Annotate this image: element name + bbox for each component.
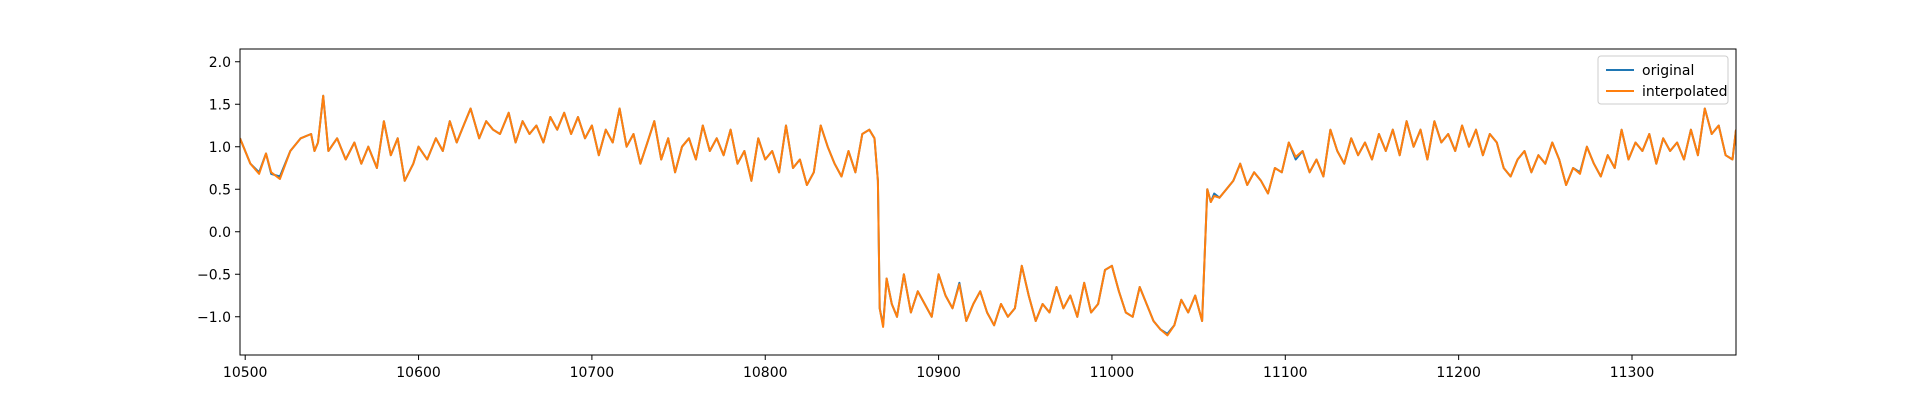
- y-tick-label: 0.5: [209, 182, 231, 198]
- x-axis: 10500 10600 10700 10800 10900 11000 11100 11200…: [223, 355, 1654, 381]
- y-tick-label: 0.0: [209, 225, 231, 241]
- x-tick-label: 11300: [1610, 365, 1655, 381]
- y-tick-label: 1.0: [209, 140, 231, 156]
- plot-area: [239, 48, 1737, 356]
- legend-label-interpolated: interpolated: [1642, 84, 1728, 100]
- y-tick-label: 1.5: [209, 97, 231, 113]
- y-tick-label: 2.0: [209, 55, 231, 71]
- legend-label-original: original: [1642, 63, 1694, 79]
- y-tick-label: −0.5: [197, 267, 231, 283]
- y-tick-label: −1.0: [197, 310, 231, 326]
- plot-frame: [239, 48, 1737, 356]
- series-layer: [240, 94, 1736, 337]
- x-tick-label: 10800: [743, 365, 788, 381]
- x-tick-label: 10700: [570, 365, 615, 381]
- x-tick-label: 11100: [1263, 365, 1308, 381]
- series-line-interpolated: [240, 94, 1736, 337]
- x-tick-label: 10500: [223, 365, 268, 381]
- x-tick-label: 11000: [1090, 365, 1135, 381]
- y-axis: −1.0 −0.5 0.0 0.5 1.0 1.5 2.0: [197, 55, 240, 326]
- x-tick-label: 10900: [916, 365, 961, 381]
- legend: original interpolated: [1597, 55, 1729, 105]
- x-tick-label: 10600: [396, 365, 441, 381]
- x-tick-label: 11200: [1436, 365, 1481, 381]
- plot-background: [240, 49, 1736, 355]
